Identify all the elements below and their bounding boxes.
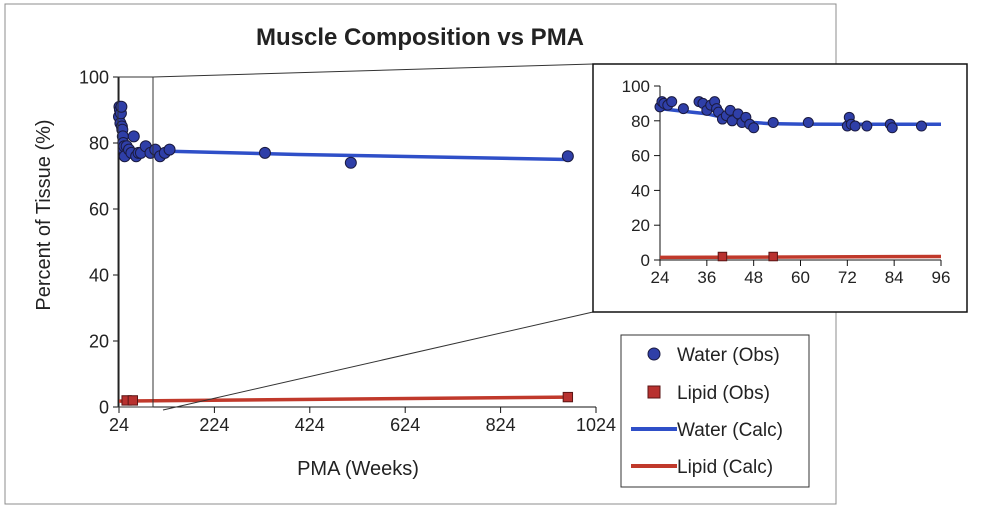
inset-x-tick-label: 48 — [744, 268, 763, 287]
main-x-tick-label: 1024 — [576, 415, 616, 435]
main-chart: 0 20 40 60 80 100 24 224 424 624 824 1024 — [79, 67, 616, 435]
inset-water-obs-point — [802, 117, 814, 129]
inset-y-tick-label: 0 — [641, 251, 650, 270]
chart-title: Muscle Composition vs PMA — [256, 24, 584, 51]
legend: Water (Obs) Lipid (Obs) Water (Calc) Lip… — [620, 334, 810, 488]
inset-y-tick-label: 60 — [631, 147, 650, 166]
main-water-obs-point — [115, 100, 128, 113]
inset-y-tick-label: 20 — [631, 216, 650, 235]
main-water-obs-point — [163, 143, 176, 156]
inset-chart: 0 20 40 60 80 100 24 36 48 60 72 84 96 — [622, 77, 951, 287]
inset-x-tick-label: 72 — [838, 268, 857, 287]
zoom-connector-bottom — [162, 311, 594, 411]
main-water-obs-point — [127, 130, 140, 143]
zoom-connector-top — [152, 63, 594, 78]
main-water-obs-point — [344, 156, 357, 169]
inset-x-tick-label: 24 — [651, 268, 670, 287]
inset-x-tick-label: 36 — [697, 268, 716, 287]
main-y-tick-label: 0 — [99, 397, 109, 417]
inset-y-tick-label: 40 — [631, 181, 650, 200]
main-lipid-obs-point — [562, 391, 574, 403]
main-water-obs-point — [561, 150, 574, 163]
inset-lipid-obs-point — [717, 251, 728, 262]
legend-lipid-obs-label: Lipid (Obs) — [677, 383, 770, 404]
main-x-tick-label: 424 — [295, 415, 325, 435]
inset-water-obs-point — [915, 120, 927, 132]
main-x-tick-label: 224 — [199, 415, 229, 435]
inset-x-tick-label: 60 — [791, 268, 810, 287]
inset-water-obs-point — [886, 122, 898, 134]
main-y-tick-label: 40 — [89, 265, 109, 285]
inset-lipid-obs-point — [768, 251, 778, 262]
inset-water-obs-point — [666, 96, 678, 108]
inset-y-tick-label: 100 — [622, 77, 650, 96]
legend-box — [620, 334, 810, 488]
main-y-tick-label: 60 — [89, 199, 109, 219]
y-axis-label: Percent of Tissue (%) — [33, 119, 55, 310]
main-lipid-obs-point — [127, 395, 139, 406]
inset-water-obs-point — [849, 120, 861, 132]
main-y-tick-label: 20 — [89, 331, 109, 351]
main-x-tick-label: 824 — [486, 415, 516, 435]
inset-water-obs-point — [861, 120, 873, 132]
legend-lipid-calc-label: Lipid (Calc) — [677, 457, 773, 478]
inset-x-tick-label: 96 — [932, 268, 951, 287]
legend-water-obs-marker — [647, 347, 661, 361]
inset-water-obs-point — [748, 122, 760, 134]
inset-water-obs-point — [767, 117, 779, 129]
legend-water-obs-label: Water (Obs) — [677, 345, 780, 366]
legend-water-calc-label: Water (Calc) — [677, 420, 783, 441]
main-x-tick-label: 24 — [109, 415, 129, 435]
main-lipid-calc-line — [118, 395, 568, 403]
inset-water-obs-point — [677, 103, 689, 115]
x-axis-label: PMA (Weeks) — [297, 458, 419, 480]
zoom-region-box — [117, 76, 154, 408]
main-x-tick-label: 624 — [390, 415, 420, 435]
legend-lipid-obs-marker — [647, 385, 661, 399]
inset-y-tick-label: 80 — [631, 112, 650, 131]
main-water-obs-point — [258, 146, 271, 159]
inset-x-tick-label: 84 — [885, 268, 904, 287]
main-y-tick-label: 100 — [79, 67, 109, 87]
main-y-tick-label: 80 — [89, 133, 109, 153]
inset-lipid-calc-line — [659, 254, 942, 260]
